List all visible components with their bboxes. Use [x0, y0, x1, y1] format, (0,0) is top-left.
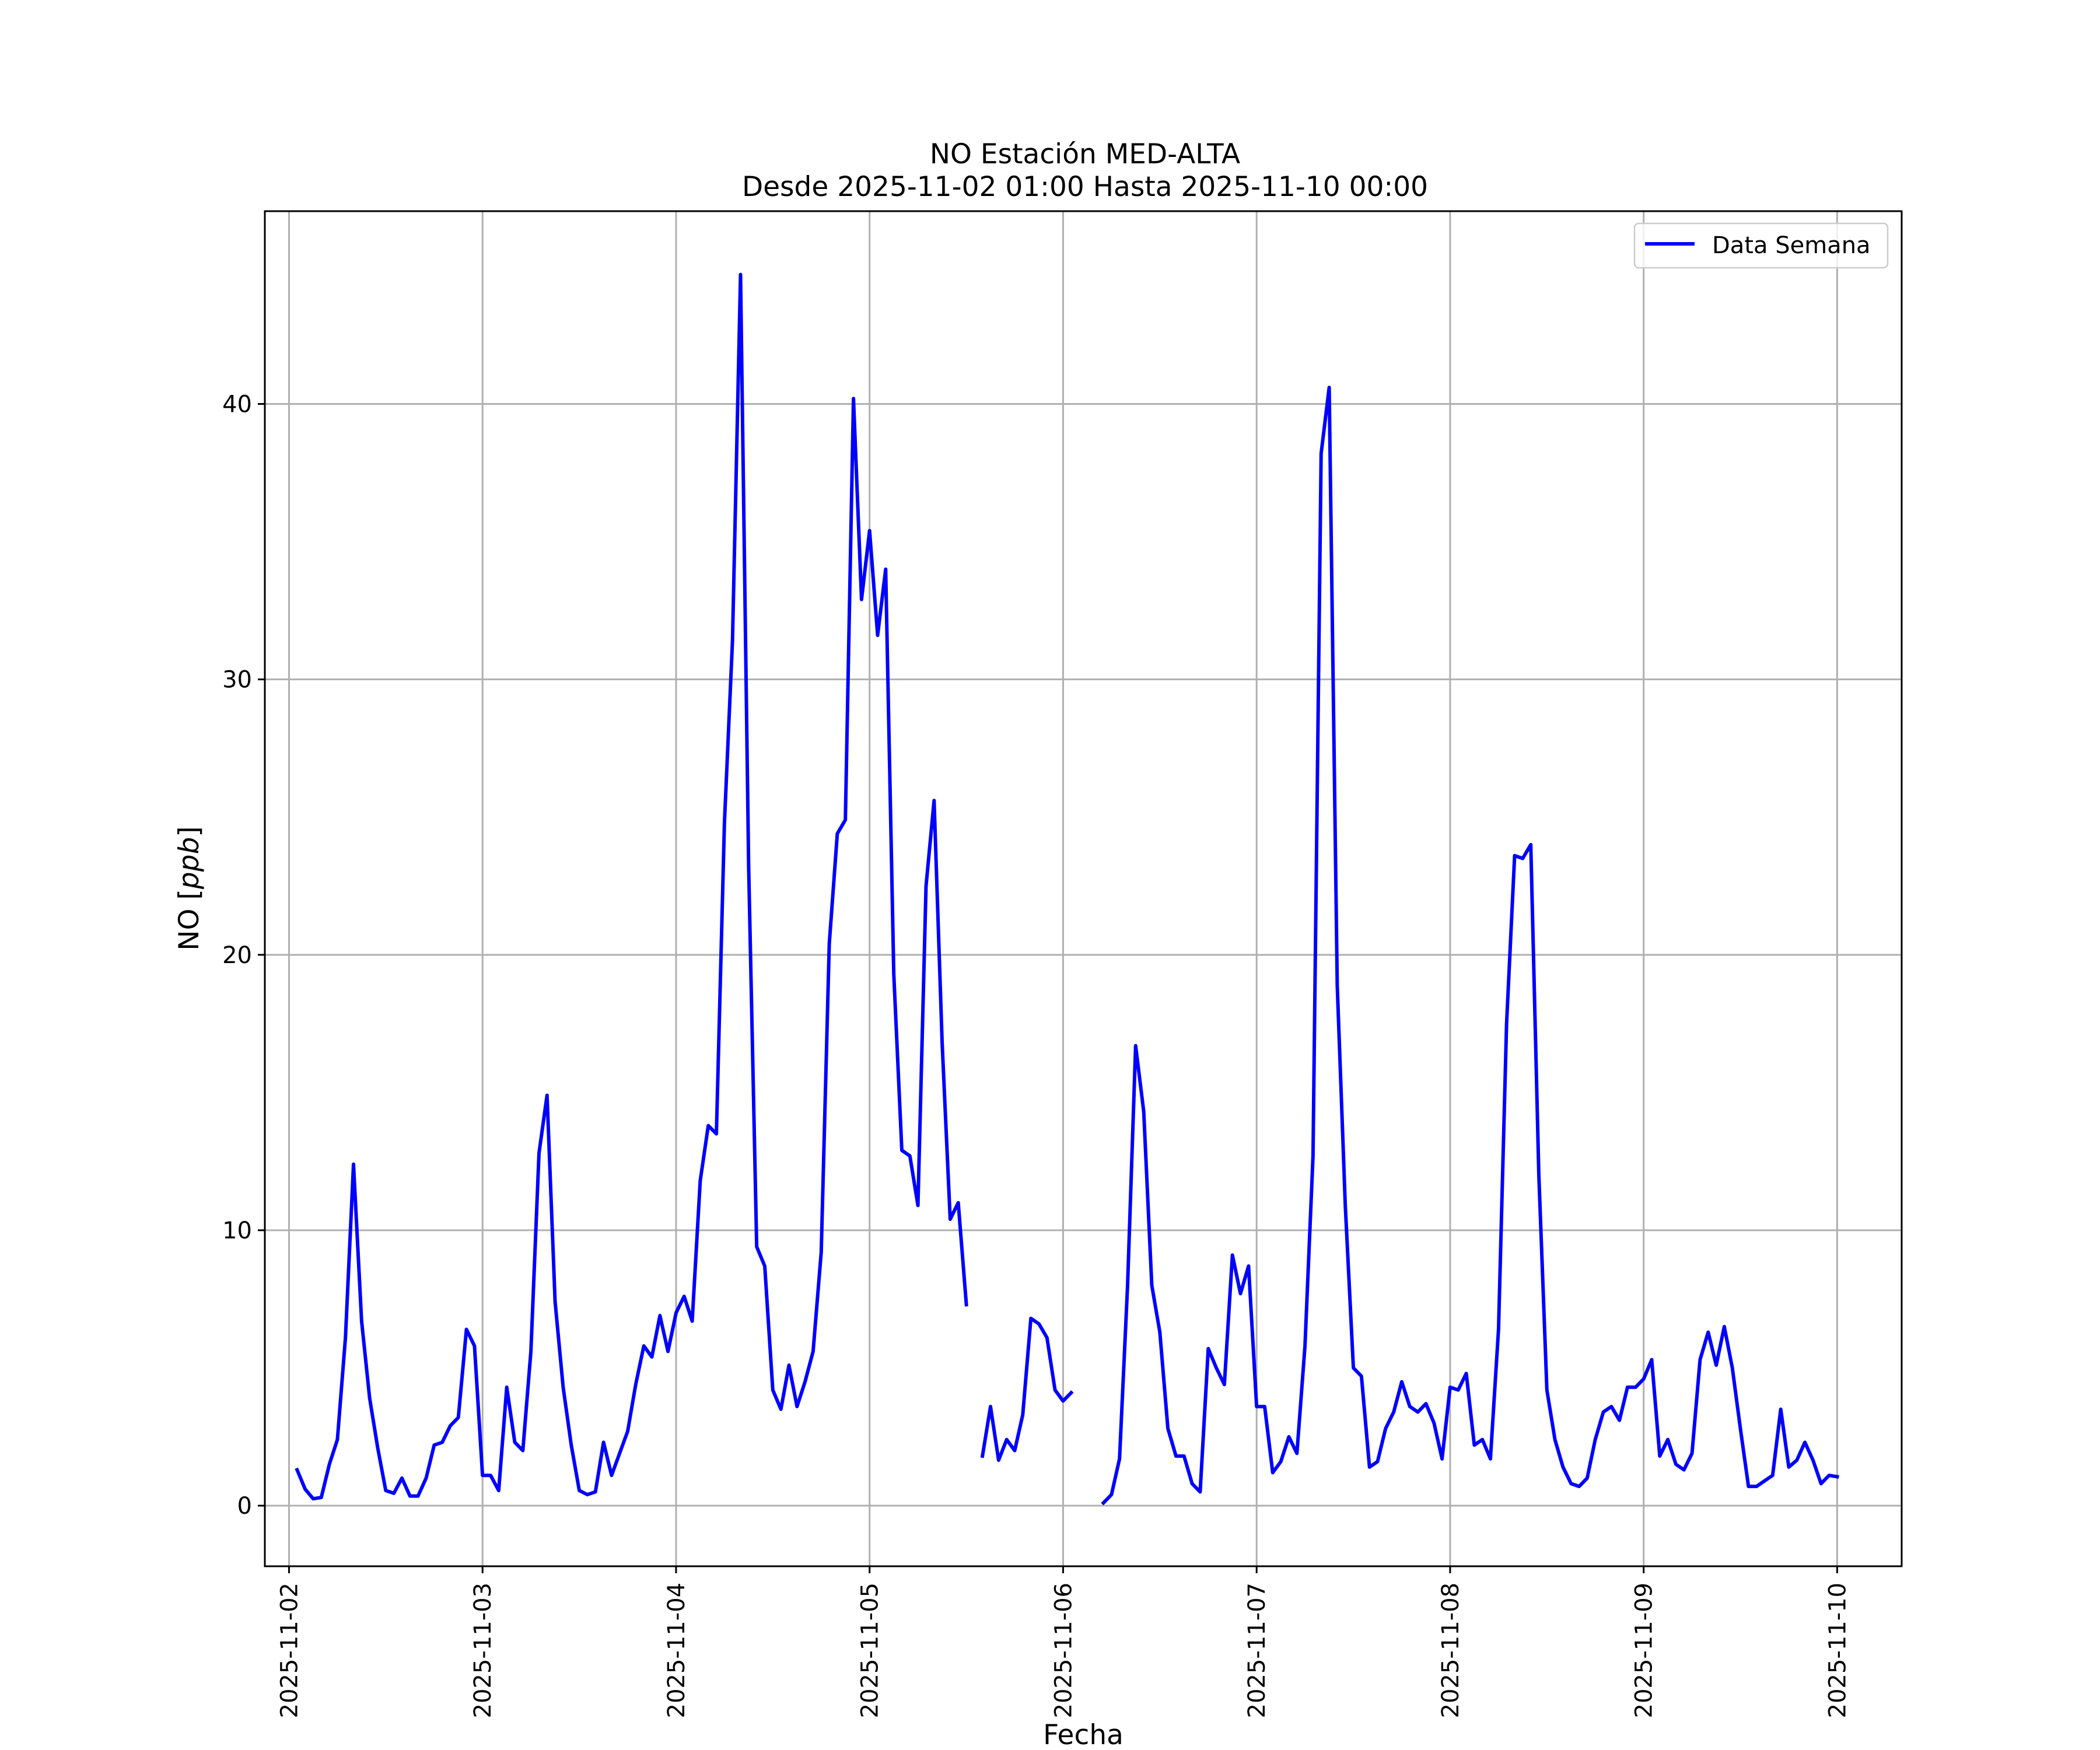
y-tick-label: 40: [222, 391, 252, 418]
axis-ticks: 2025-11-02 2025-11-03 2025-11-04 2025-11-05…: [222, 391, 1851, 1718]
y-axis-label-unit: ppb: [173, 837, 205, 890]
y-axis-label-main: NO [: [173, 889, 205, 950]
plot-frame: [264, 210, 1903, 1567]
x-tick-label: 2025-11-08: [1437, 1583, 1464, 1718]
x-tick-label: 2025-11-02: [276, 1583, 303, 1718]
y-tick-label: 20: [222, 942, 252, 969]
x-tick-label: 2025-11-09: [1631, 1583, 1658, 1718]
y-axis-label-close: ]: [173, 826, 205, 836]
chart-subtitle: Desde 2025-11-02 01:00 Hasta 2025-11-10 …: [742, 171, 1428, 203]
x-tick-label: 2025-11-05: [857, 1583, 884, 1718]
legend-box: [1633, 222, 1889, 269]
x-tick-label: 2025-11-03: [470, 1583, 496, 1718]
series-layer: [295, 272, 1839, 1506]
x-tick-label: 2025-11-07: [1244, 1583, 1270, 1718]
x-tick-label: 2025-11-06: [1050, 1583, 1077, 1718]
y-tick-label: 30: [222, 667, 252, 694]
grid: [265, 211, 1902, 1566]
y-axis-label: NO [ppb]: [173, 826, 205, 950]
y-tick-label: 0: [237, 1493, 252, 1520]
legend-label: Data Semana: [1712, 232, 1871, 259]
x-tick-label: 2025-11-10: [1824, 1583, 1851, 1718]
y-tick-label: 10: [222, 1217, 252, 1244]
x-tick-label: 2025-11-04: [663, 1583, 690, 1718]
series-line: [295, 272, 1839, 1506]
legend: Data Semana: [1633, 222, 1889, 269]
x-axis-label: Fecha: [1043, 1719, 1124, 1750]
chart-title: NO Estación MED-ALTA: [930, 138, 1240, 170]
